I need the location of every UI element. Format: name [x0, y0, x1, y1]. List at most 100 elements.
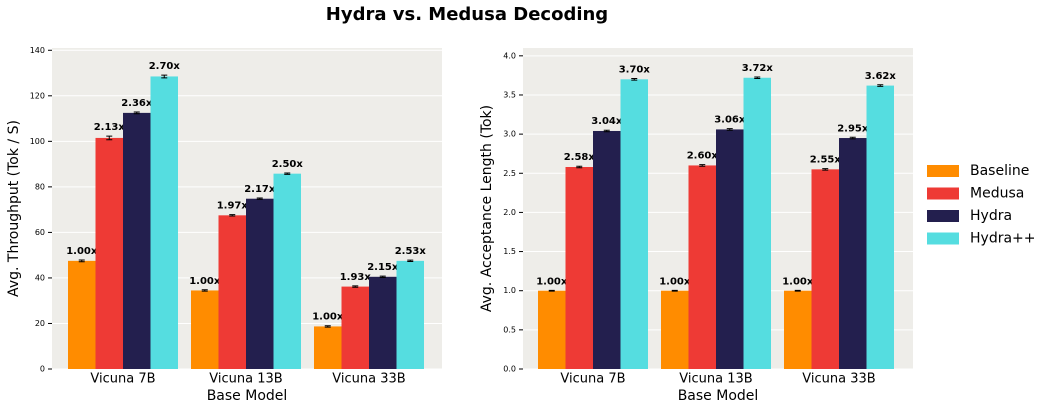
- speedup-label: 2.70x: [149, 61, 181, 72]
- bar: [218, 215, 246, 369]
- speedup-label: 3.06x: [714, 115, 746, 126]
- error-bar: [379, 275, 386, 278]
- speedup-label: 2.36x: [121, 98, 153, 109]
- error-bar: [794, 289, 801, 292]
- error-bar: [849, 136, 856, 140]
- bar: [396, 260, 424, 369]
- speedup-label: 1.97x: [217, 201, 249, 212]
- y-tick-label: 2.0: [503, 208, 516, 217]
- bar: [811, 169, 839, 369]
- error-bar: [256, 197, 263, 200]
- error-bar: [548, 289, 555, 292]
- speedup-label: 2.50x: [272, 159, 304, 170]
- y-tick-label: 20: [35, 319, 45, 328]
- error-bar: [106, 135, 113, 141]
- error-bar: [671, 289, 678, 292]
- speedup-label: 3.70x: [619, 65, 651, 76]
- bar: [191, 290, 219, 369]
- y-tick-label: 1.5: [503, 247, 516, 256]
- speedup-label: 1.93x: [340, 272, 372, 283]
- y-tick-label: 40: [35, 273, 45, 282]
- y-tick-label: 3.0: [503, 130, 516, 139]
- y-tick-label: 3.5: [503, 90, 516, 99]
- legend-label: Hydra: [970, 208, 1012, 224]
- error-bar: [603, 129, 610, 133]
- x-tick-label: Vicuna 13B: [679, 372, 752, 387]
- speedup-label: 1.00x: [189, 276, 221, 287]
- speedup-label: 3.72x: [742, 63, 774, 74]
- bar: [95, 137, 123, 369]
- x-tick-label: Vicuna 13B: [209, 372, 282, 387]
- y-tick-label: 1.0: [503, 286, 516, 295]
- error-bar: [576, 165, 583, 169]
- y-tick-label: 2.5: [503, 169, 516, 178]
- error-bar: [161, 74, 168, 79]
- speedup-label: 1.00x: [536, 276, 568, 287]
- bar: [565, 167, 593, 369]
- legend-swatch: [927, 187, 959, 200]
- error-bar: [822, 168, 829, 171]
- y-tick-label: 80: [35, 182, 45, 191]
- bar: [593, 130, 621, 369]
- x-tick-label: Vicuna 33B: [802, 372, 875, 387]
- bar: [150, 76, 178, 369]
- figure-title: Hydra vs. Medusa Decoding: [326, 4, 608, 25]
- x-tick-label: Vicuna 33B: [332, 372, 405, 387]
- speedup-label: 3.04x: [591, 116, 623, 127]
- speedup-label: 2.95x: [837, 123, 869, 134]
- error-bar: [754, 76, 761, 80]
- x-axis-label: Base Model: [207, 388, 288, 404]
- speedup-label: 2.55x: [810, 155, 842, 166]
- bar: [688, 165, 716, 369]
- bar: [866, 85, 894, 369]
- y-tick-label: 0: [40, 365, 45, 374]
- legend-label: Medusa: [970, 186, 1024, 202]
- error-bar: [877, 84, 884, 87]
- bar: [314, 326, 342, 369]
- bar: [716, 129, 744, 369]
- speedup-label: 2.60x: [687, 151, 719, 162]
- y-tick-label: 140: [30, 46, 45, 55]
- speedup-label: 2.58x: [564, 152, 596, 163]
- bar: [743, 77, 771, 369]
- y-tick-label: 0.0: [503, 365, 516, 374]
- error-bar: [284, 172, 291, 175]
- error-bar: [229, 214, 236, 217]
- speedup-label: 1.00x: [659, 276, 691, 287]
- bar: [661, 290, 689, 369]
- bar: [246, 198, 274, 369]
- bar: [68, 260, 96, 369]
- y-tick-label: 60: [35, 228, 45, 237]
- speedup-label: 3.62x: [865, 71, 897, 82]
- y-tick-label: 4.0: [503, 51, 516, 60]
- error-bar: [407, 259, 414, 263]
- y-tick-label: 0.5: [503, 325, 516, 334]
- bar: [784, 290, 812, 369]
- y-axis-label: Avg. Acceptance Length (Tok): [479, 105, 495, 312]
- bar: [839, 138, 867, 369]
- speedup-label: 1.00x: [66, 246, 98, 257]
- speedup-label: 1.00x: [782, 276, 814, 287]
- legend-label: Baseline: [970, 163, 1029, 179]
- error-bar: [324, 325, 331, 328]
- bar: [273, 173, 301, 369]
- bar: [341, 286, 369, 369]
- y-axis-label: Avg. Throughput (Tok / S): [6, 120, 22, 297]
- bar: [538, 290, 566, 369]
- error-bar: [201, 289, 208, 292]
- bar: [123, 112, 151, 369]
- y-tick-label: 120: [30, 91, 45, 100]
- legend-label: Hydra++: [970, 231, 1036, 247]
- x-tick-label: Vicuna 7B: [560, 372, 625, 387]
- error-bar: [631, 78, 638, 81]
- x-tick-label: Vicuna 7B: [90, 372, 155, 387]
- x-axis-label: Base Model: [678, 388, 759, 404]
- y-tick-label: 100: [30, 137, 45, 146]
- error-bar: [699, 164, 706, 167]
- speedup-label: 2.15x: [367, 262, 399, 273]
- speedup-label: 2.17x: [244, 184, 276, 195]
- legend-swatch: [927, 165, 959, 177]
- legend-swatch: [927, 232, 959, 245]
- error-bar: [726, 128, 733, 131]
